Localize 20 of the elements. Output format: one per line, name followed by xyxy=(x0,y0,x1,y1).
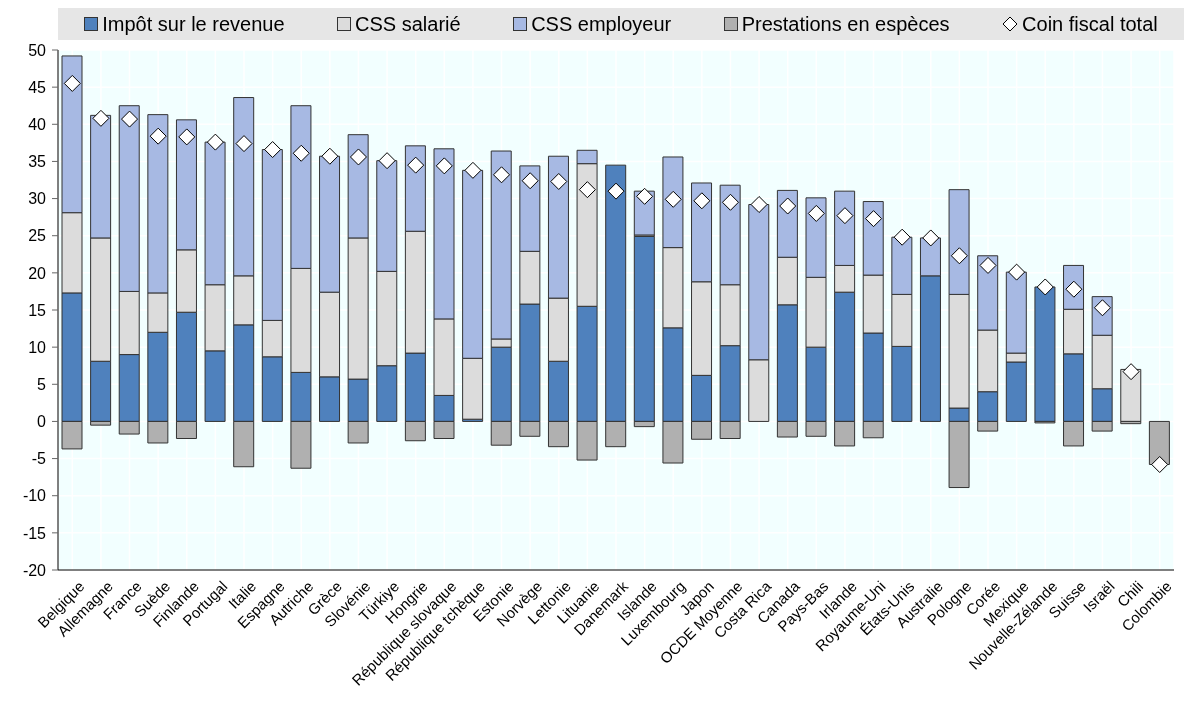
y-tick-label: 40 xyxy=(28,115,47,133)
y-tick-label: 10 xyxy=(28,338,47,356)
y-tick-label: -10 xyxy=(22,487,47,505)
legend-label: CSS salarié xyxy=(354,12,461,36)
y-tick-label: 15 xyxy=(28,301,47,319)
y-tick-label: 20 xyxy=(28,264,47,282)
y-tick-label: 5 xyxy=(37,375,47,393)
legend-label: CSS employeur xyxy=(530,12,672,36)
y-tick-label: 30 xyxy=(28,190,47,208)
y-tick-label: -5 xyxy=(31,450,47,468)
legend-label: Impôt sur le revenue xyxy=(101,12,285,36)
y-tick-label: -20 xyxy=(22,561,47,579)
y-tick-label: 0 xyxy=(37,413,47,431)
y-tick-label: 25 xyxy=(28,227,47,245)
y-tick-label: 35 xyxy=(28,153,47,171)
y-tick-label: 45 xyxy=(28,78,47,96)
legend-label: Coin fiscal total xyxy=(1021,12,1158,36)
y-tick-label: 50 xyxy=(28,41,47,59)
legend-label: Prestations en espèces xyxy=(740,12,950,36)
y-tick-label: -15 xyxy=(22,524,47,542)
